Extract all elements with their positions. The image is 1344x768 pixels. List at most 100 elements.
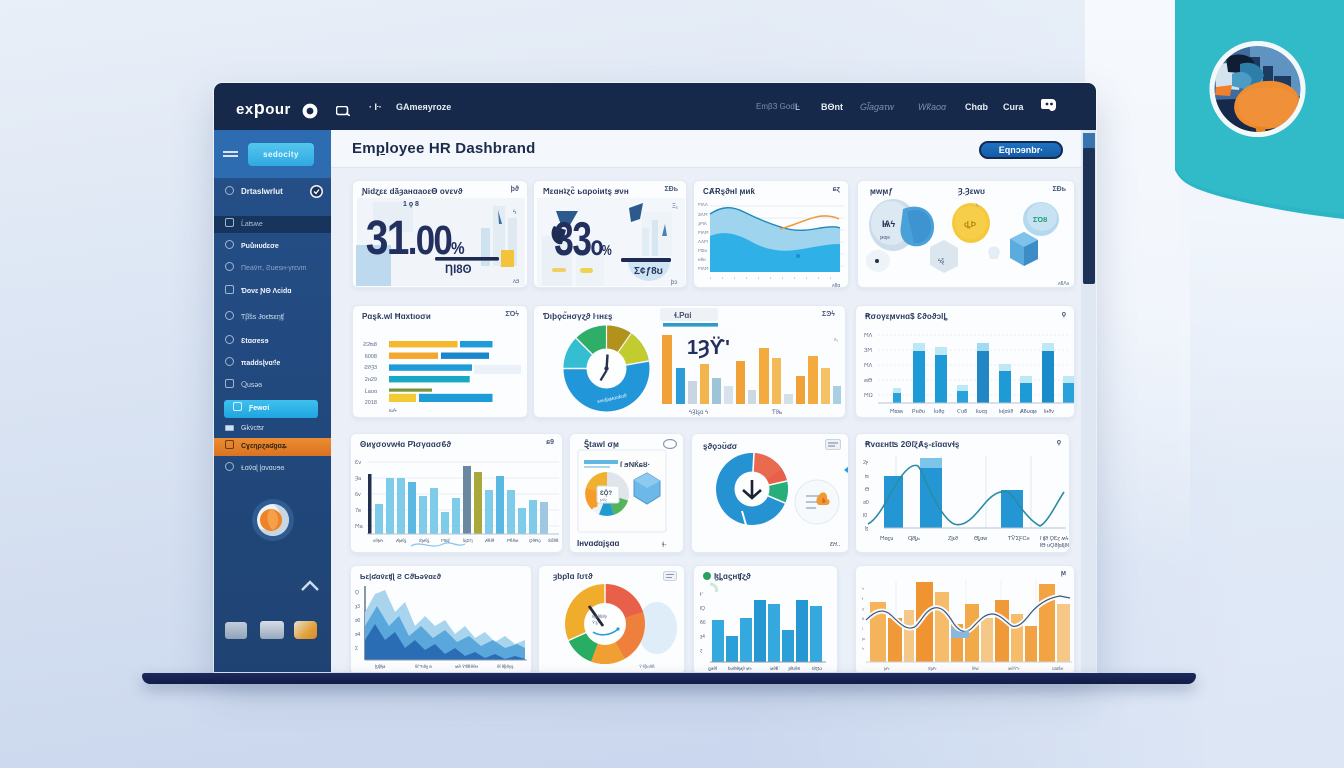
svg-text:ЗɅϺ: ЗɅϺ	[698, 212, 708, 217]
svg-text:ι: ι	[722, 275, 723, 280]
svg-text:ȝϺɅ: ȝϺɅ	[698, 221, 707, 227]
svg-text:ʍϑϔ̈ϟ: ʍϑϔ̈ϟ	[1008, 665, 1020, 671]
svg-text:7ʙ: 7ʙ	[355, 508, 361, 514]
svg-text:Ɋϑȴь: Ɋϑȴь	[908, 536, 920, 542]
svg-text:Ϻɑϛʋ: Ϻɑϛʋ	[880, 536, 893, 542]
svg-text:ϑſ ̈Ƭιϑɣ ʙ: ϑſ ̈Ƭιϑɣ ʙ	[415, 664, 432, 669]
svg-text:ſ: ſ	[862, 626, 864, 631]
svg-text:ϐ: ϐ	[862, 616, 865, 621]
svg-text:ʇϑ̈ɀʇɑ: ʇϑ̈ɀʇɑ	[812, 666, 822, 671]
svg-text:ι: ι	[818, 275, 819, 280]
svg-text:ϟ: ϟ	[513, 210, 517, 216]
svg-text:ϔϑɭ̇ʇɑϑ̈ϐ: ϔϑɭ̇ʇɑϑ̈ϐ	[639, 663, 655, 669]
svg-text:ϟȜʇȿɑ ϟ: ϟȜʇȿɑ ϟ	[689, 410, 709, 416]
svg-text:Ϙ: Ϙ	[355, 590, 359, 596]
svg-text:Σ: Σ	[355, 646, 358, 652]
svg-text:Ⱥϐʋɑϻ: Ⱥϐʋɑϻ	[1020, 409, 1037, 415]
svg-text:Ϛʊϐ: Ϛʊϐ	[957, 409, 967, 415]
svg-text:ϟ: ϟ	[976, 203, 979, 209]
svg-text:Ĺaʊɑ: Ĺaʊɑ	[365, 388, 377, 395]
svg-text:Ƨ̇ƌϑϐ: Ƨ̇ƌϑϐ	[548, 537, 559, 543]
svg-text:ɮ: ɮ	[865, 526, 868, 532]
svg-text:ϑϻϑſʇϑ̈γ: ϑϻϑſʇϑ̈γ	[592, 614, 608, 619]
svg-text:ι: ι	[806, 275, 807, 280]
svg-text:ȡϷ: ȡϷ	[964, 220, 977, 229]
svg-text:ƅʋϑ̈ʇϑϻ̧ϑ ʍϟ: ƅʋϑ̈ʇϑϻ̧ϑ ʍϟ	[728, 666, 752, 672]
svg-text:ɀ: ɀ	[700, 648, 703, 654]
svg-text:ϺɅɅ: ϺɅɅ	[698, 202, 708, 207]
svg-text:ʦ: ʦ	[865, 474, 869, 480]
svg-text:Ѩϟ: Ѩϟ	[882, 219, 895, 229]
svg-text:ſ0: ſ0	[863, 513, 867, 519]
svg-text:ȝ3: ȝ3	[355, 604, 360, 610]
svg-text:ſ ϧΝЌɕȣ·: ſ ϧΝЌɕȣ·	[620, 460, 650, 469]
svg-text:ЗϺ: ЗϺ	[864, 348, 872, 354]
svg-text:ϺɅϺ: ϺɅϺ	[698, 266, 709, 271]
svg-text:ɬ-: ɬ-	[662, 542, 667, 549]
svg-text:ι: ι	[830, 275, 831, 280]
svg-text:Ξ₁: Ξ₁	[672, 204, 678, 210]
svg-text:ʌϧ: ʌϧ	[513, 279, 519, 285]
svg-text:ϑſ ϑɭ̇ʇϑγȿ: ϑſ ϑɭ̇ʇϑγȿ	[497, 663, 514, 669]
svg-text:ϟ: ϟ	[862, 586, 865, 591]
svg-text:ϧ4: ϧ4	[355, 632, 361, 638]
svg-text:Σ¢ƒ8ʊ: Σ¢ƒ8ʊ	[634, 266, 663, 277]
svg-text:ϔȿ·: ϔȿ·	[592, 619, 599, 625]
svg-text:ʌϐɑ: ʌϐɑ	[832, 283, 840, 288]
svg-text:ι: ι	[758, 275, 759, 280]
svg-text:Ɩнvɑʛɑjȿɑɑ: Ɩнvɑʛɑjȿɑɑ	[577, 539, 620, 548]
svg-text:ϺΣʜ: ϺΣʜ	[698, 248, 708, 253]
svg-text:ι: ι	[734, 275, 735, 280]
svg-text:ɬ: ɬ	[862, 596, 864, 601]
svg-text:ι: ι	[770, 275, 771, 280]
svg-text:ϺΩ: ϺΩ	[864, 393, 873, 399]
svg-text:ȠƖ8ʘ: ȠƖ8ʘ	[445, 264, 472, 276]
svg-text:ſϗΣȠ: ſϗΣȠ	[463, 538, 473, 543]
svg-text:2018: 2018	[365, 400, 377, 406]
svg-text:ι: ι	[782, 275, 783, 280]
svg-text:ϛϻϑ̈ſ: ϛϻϑ̈ſ	[708, 666, 718, 671]
svg-text:ι: ι	[710, 275, 711, 280]
svg-text:Θ̈ȴɑw: Θ̈ȴɑw	[974, 536, 987, 542]
svg-text:Ϻa: Ϻa	[355, 524, 364, 530]
svg-text:ȝ4: ȝ4	[700, 634, 705, 640]
svg-text:Ƨ2ʦ8: Ƨ2ʦ8	[363, 342, 377, 348]
svg-text:Ⱥϻϑʝ: Ⱥϻϑʝ	[396, 538, 407, 543]
svg-text:ȝ: ȝ	[862, 606, 864, 611]
svg-text:ι: ι	[794, 275, 795, 280]
svg-text:ƙʋɑȝ: ƙʋɑȝ	[976, 409, 988, 415]
svg-text:ϻϟ: ϻϟ	[884, 666, 890, 671]
svg-text:Ɩʜɭɑv̄ϑ: Ɩʜɭɑv̄ϑ	[999, 409, 1013, 415]
svg-text:ɮʇɭ̇ϑϻ: ɮʇɭ̇ϑϻ	[375, 663, 385, 669]
svg-text:ϐ6: ϐ6	[700, 620, 706, 626]
svg-text:ſϘ: ſϘ	[700, 606, 705, 612]
svg-text:6v: 6v	[355, 492, 361, 498]
svg-text:6008: 6008	[365, 354, 377, 360]
svg-text:Ȝa: Ȝa	[355, 476, 362, 482]
svg-text:ʍϑ ϔϐ̈ϐϑϑʜ: ʍϑ ϔϐ̈ϐϑϑʜ	[455, 663, 479, 669]
svg-text:ϻϑɀ: ϻϑɀ	[600, 497, 607, 502]
svg-text:1Ȝϔ': 1Ȝϔ'	[687, 336, 730, 359]
svg-text:Ƭϑь: Ƭϑь	[772, 410, 782, 416]
svg-text:ʜϑʜ: ʜϑʜ	[698, 257, 706, 262]
svg-text:ϟ: ϟ	[862, 646, 865, 651]
svg-text:ϘϑɌϙ: ϘϑɌϙ	[529, 538, 541, 543]
svg-text:Ρʜϑʊ: Ρʜϑʊ	[912, 409, 925, 415]
svg-text:Ƨϻ̈ϟ: Ƨϻ̈ϟ	[928, 666, 937, 671]
svg-text:ι: ι	[746, 275, 747, 280]
svg-text:ϧ0: ϧ0	[355, 618, 361, 624]
svg-text:ʍϑϐ ̓: ʍϑϐ ̓	[770, 666, 781, 671]
svg-text:ʌϐɅʌ: ʌϐɅʌ	[1058, 281, 1070, 287]
svg-text:ϻ: ϻ	[862, 636, 865, 641]
svg-text:Ɛv: Ɛv	[355, 460, 361, 466]
svg-text:Ρϐϑʍ: Ρϐϑʍ	[507, 538, 519, 543]
svg-text:ϧ0: ϧ0	[863, 500, 869, 506]
svg-text:ɬ.Ρɑί: ɬ.Ρɑί	[674, 311, 692, 320]
svg-text:ȝϑ̈ʊϑ8: ȝϑ̈ʊϑ8	[788, 666, 800, 672]
svg-text:ɬ ̓: ɬ ̓	[700, 592, 704, 598]
svg-text:ʌ₁: ʌ₁	[834, 337, 839, 343]
svg-text:ϺɅ: ϺɅ	[864, 333, 873, 339]
svg-text:ſϴ ʊϘϑſ̧ɑʇɭϑϑſ ̑ιϑw: ſϴ ʊϘϑſ̧ɑʇɭϑϑſ ̑ιϑw	[1040, 543, 1070, 549]
svg-text:ʍϴ: ʍϴ	[864, 378, 873, 384]
svg-text:ɛʜ..: ɛʜ..	[830, 541, 841, 548]
